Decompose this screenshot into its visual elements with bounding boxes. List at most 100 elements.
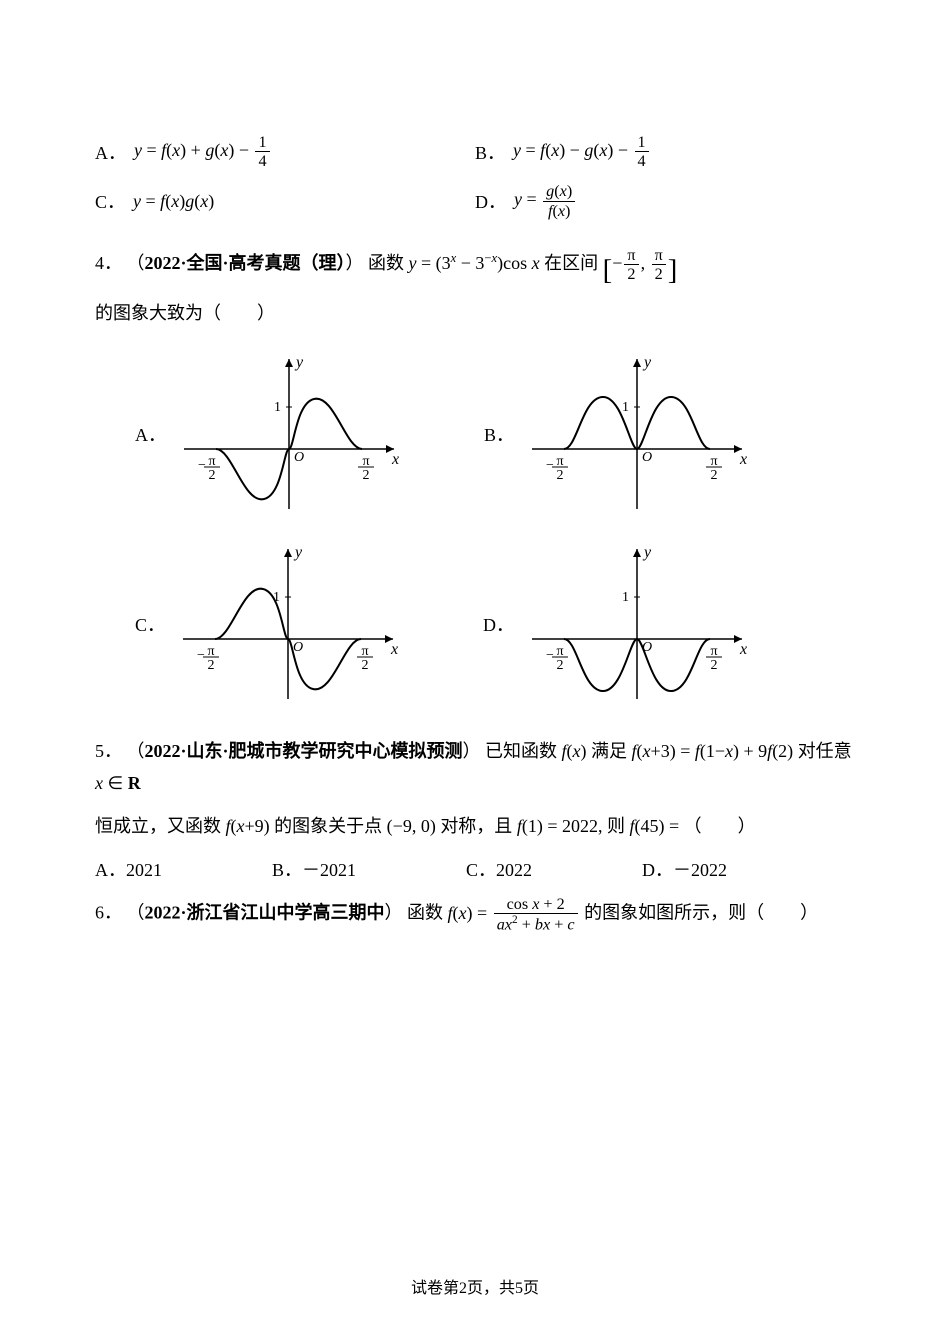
q3-option-C: C． y = f(x)g(x) — [95, 188, 475, 214]
q5-t2: 满足 — [591, 741, 627, 761]
q5-options: A．2021 B．－2021 C．2022 D．－2022 — [95, 856, 855, 882]
q5-source-close: ） — [463, 741, 481, 761]
q5-t1: 已知函数 — [485, 741, 557, 761]
q5-fx: f(x) — [562, 741, 587, 761]
svg-text:y: y — [642, 354, 652, 371]
q4-text2: 在区间 — [544, 253, 598, 273]
q5-t3: 对任意 — [798, 741, 852, 761]
q4-label-A: A． — [135, 421, 166, 447]
q5-pt: (−9, 0) — [387, 816, 436, 836]
q4-func: y = (3x − 3−x)cos x — [409, 253, 545, 273]
svg-text:y: y — [642, 544, 652, 561]
q5-t7: 则 — [607, 816, 625, 836]
q5-option-A: A．2021 — [95, 856, 162, 882]
svg-text:O: O — [293, 640, 303, 655]
q3-option-D: D． y = g(x) f(x) — [475, 183, 855, 218]
footer-text: 试卷第2页，共5页 — [411, 1280, 539, 1297]
svg-text:O: O — [294, 450, 304, 465]
q4-graphs-row2: C． y x O 1 π 2 − π 2 — [135, 539, 855, 709]
q5-stem-line1: 5． （2022·山东·肥城市教学研究中心模拟预测） 已知函数 f(x) 满足 … — [95, 735, 855, 800]
svg-text:−: − — [546, 458, 554, 473]
q5-source-open: （ — [127, 741, 145, 761]
svg-text:y: y — [294, 354, 304, 371]
svg-text:−: − — [197, 648, 205, 663]
q5-t6: 对称，且 — [440, 816, 512, 836]
svg-text:O: O — [642, 450, 652, 465]
svg-text:1: 1 — [274, 400, 281, 415]
page-footer: 试卷第2页，共5页 — [0, 1274, 950, 1298]
q3-C-expr: y = f(x)g(x) — [133, 191, 214, 212]
q5-option-D: D．－2022 — [642, 856, 727, 882]
q4-source-open: （ — [127, 253, 145, 273]
graph-D-svg: y x O 1 π 2 − π 2 — [522, 539, 752, 709]
q5-option-B: B．－2021 — [272, 856, 356, 882]
svg-text:1: 1 — [622, 590, 629, 605]
q3-option-A: A． y = f(x) + g(x) − 14 — [95, 134, 475, 169]
q4-source: 2022·全国·高考真题（理） — [145, 253, 346, 273]
q4-stem: 4． （2022·全国·高考真题（理）） 函数 y = (3x − 3−x)co… — [95, 245, 855, 329]
option-label-A: A． — [95, 139, 126, 165]
q6-source-close: ） — [385, 903, 403, 923]
q3-A-expr: y = f(x) + g(x) − 14 — [134, 134, 272, 169]
svg-text:2: 2 — [363, 468, 370, 483]
q4-interval: [−π2, π2] — [603, 253, 678, 273]
q5-fx9: f(x+9) — [226, 816, 270, 836]
q5-t8: （ ） — [684, 816, 756, 836]
q3-B-expr: y = f(x) − g(x) − 14 — [513, 134, 651, 169]
q3-options-row2: C． y = f(x)g(x) D． y = g(x) f(x) — [95, 183, 855, 218]
q3-option-B: B． y = f(x) − g(x) − 14 — [475, 134, 855, 169]
q6-t2: 的图象如图所示，则（ ） — [584, 903, 818, 923]
q4-label-B: B． — [484, 421, 514, 447]
option-label-D: D． — [475, 188, 506, 214]
svg-text:2: 2 — [362, 658, 369, 673]
svg-text:2: 2 — [557, 658, 564, 673]
q4-graph-D: D． y x O 1 π 2 − π 2 — [483, 539, 752, 709]
q6-number: 6． — [95, 903, 122, 923]
svg-text:y: y — [293, 544, 303, 561]
svg-text:x: x — [390, 641, 398, 658]
svg-text:2: 2 — [557, 468, 564, 483]
option-label-C: C． — [95, 188, 125, 214]
svg-text:2: 2 — [711, 468, 718, 483]
q4-number: 4． — [95, 253, 122, 273]
q4-text1: 函数 — [368, 253, 404, 273]
q3-D-expr: y = g(x) f(x) — [514, 183, 577, 218]
svg-text:1: 1 — [622, 400, 629, 415]
svg-text:x: x — [391, 451, 399, 468]
svg-text:2: 2 — [209, 468, 216, 483]
svg-text:−: − — [546, 648, 554, 663]
q3-options-row1: A． y = f(x) + g(x) − 14 B． y = f(x) − g(… — [95, 134, 855, 169]
q4-label-C: C． — [135, 611, 165, 637]
q5-xr: x ∈ R — [95, 773, 141, 793]
q6-source: 2022·浙江省江山中学高三期中 — [145, 903, 385, 923]
q5-number: 5． — [95, 741, 122, 761]
q4-label-D: D． — [483, 611, 514, 637]
q5-source: 2022·山东·肥城市教学研究中心模拟预测 — [145, 741, 463, 761]
q4-graph-C: C． y x O 1 π 2 − π 2 — [135, 539, 403, 709]
q5-eq: f(x+3) = f(1−x) + 9f(2) — [632, 741, 794, 761]
q5-t4: 恒成立，又函数 — [95, 816, 221, 836]
graph-A-svg: y x O 1 π 2 − π 2 — [174, 349, 404, 519]
q6-func: f(x) = cos x + 2 ax2 + bx + c — [448, 903, 585, 923]
graph-B-svg: y x O 1 π 2 − π 2 — [522, 349, 752, 519]
q5-f45: f(45) = — [629, 816, 679, 836]
q5-option-C: C．2022 — [466, 856, 532, 882]
option-label-B: B． — [475, 139, 505, 165]
svg-text:−: − — [198, 458, 206, 473]
svg-text:2: 2 — [208, 658, 215, 673]
q4-graphs-row1: A． y x O 1 π 2 − π — [135, 349, 855, 519]
graph-C-svg: y x O 1 π 2 − π 2 — [173, 539, 403, 709]
q5-stem-line2: 恒成立，又函数 f(x+9) 的图象关于点 (−9, 0) 对称，且 f(1) … — [95, 810, 855, 842]
q6-stem: 6． （2022·浙江省江山中学高三期中） 函数 f(x) = cos x + … — [95, 896, 855, 933]
q4-graph-B: B． y x O 1 π 2 − π 2 — [484, 349, 752, 519]
q4-graph-A: A． y x O 1 π 2 − π — [135, 349, 404, 519]
svg-text:2: 2 — [711, 658, 718, 673]
q4-text3: 的图象大致为（ ） — [95, 303, 275, 323]
q5-t5: 的图象关于点 — [274, 816, 382, 836]
svg-text:x: x — [739, 641, 747, 658]
q6-t1: 函数 — [407, 903, 443, 923]
page: A． y = f(x) + g(x) − 14 B． y = f(x) − g(… — [0, 0, 950, 1344]
q4-source-close: ） — [346, 253, 364, 273]
svg-text:x: x — [739, 451, 747, 468]
q6-source-open: （ — [127, 903, 145, 923]
